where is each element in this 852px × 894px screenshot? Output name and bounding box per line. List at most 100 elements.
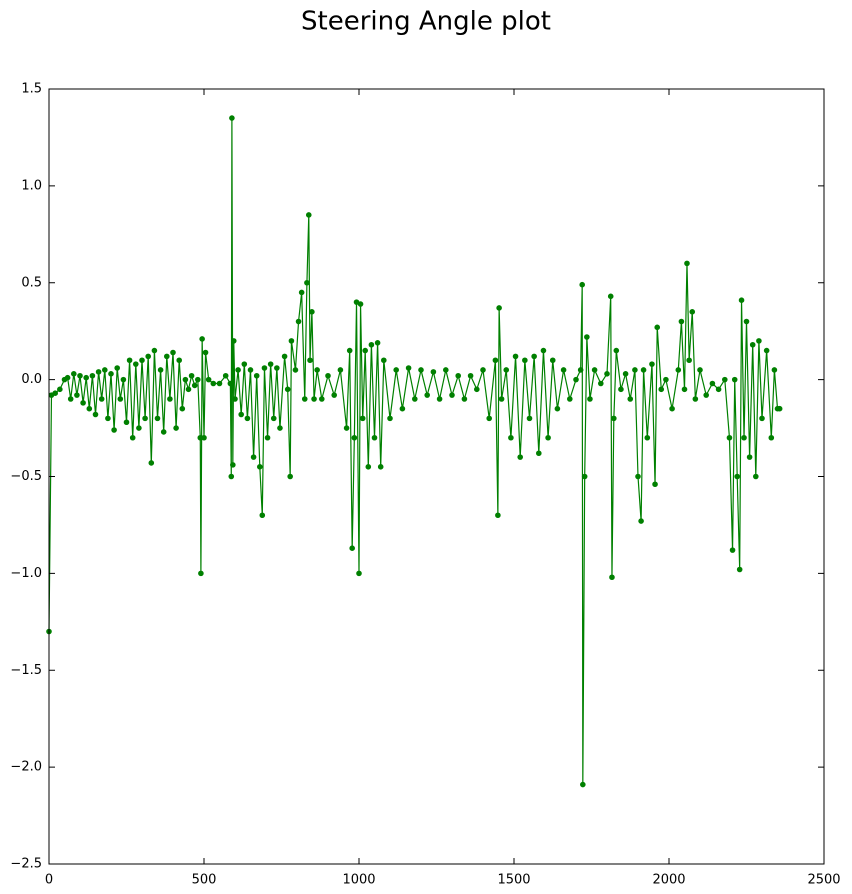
data-point	[102, 367, 108, 373]
data-point	[536, 450, 542, 457]
data-point	[703, 392, 710, 398]
data-point	[776, 405, 783, 412]
data-point	[74, 392, 80, 398]
data-point	[387, 415, 393, 422]
data-point	[531, 353, 537, 360]
data-point	[579, 281, 586, 288]
x-tick-label: 0	[45, 873, 53, 888]
data-point	[681, 386, 688, 393]
data-point	[638, 518, 644, 524]
data-point	[540, 347, 547, 354]
data-point	[580, 781, 586, 788]
data-point	[692, 396, 699, 402]
data-point	[222, 372, 229, 379]
data-point	[232, 396, 238, 402]
data-point	[111, 427, 117, 433]
data-point	[622, 371, 629, 377]
data-point	[418, 367, 424, 373]
data-point	[581, 473, 588, 480]
data-point	[374, 340, 381, 346]
data-point	[627, 396, 634, 402]
data-point	[663, 376, 669, 383]
data-point	[371, 434, 378, 441]
data-point	[753, 473, 759, 480]
x-tick-label: 2000	[652, 873, 685, 888]
data-point	[284, 386, 291, 393]
data-point	[343, 425, 350, 431]
data-point	[228, 473, 235, 480]
data-point	[247, 367, 254, 373]
data-point	[67, 396, 74, 402]
data-point	[449, 392, 455, 398]
y-tick-label: −1.5	[10, 663, 42, 678]
data-point	[292, 367, 299, 373]
y-tick-label: −2.5	[10, 857, 42, 872]
data-point	[157, 367, 164, 373]
data-point	[160, 429, 167, 435]
data-point	[176, 357, 182, 364]
data-point	[288, 338, 295, 344]
x-tick-label: 1000	[342, 873, 375, 888]
data-point	[554, 405, 561, 412]
data-point	[244, 415, 251, 422]
data-point	[359, 415, 366, 422]
data-point	[492, 357, 499, 364]
data-point	[148, 460, 155, 466]
data-point	[298, 289, 305, 296]
data-point	[377, 464, 384, 470]
data-point	[738, 297, 745, 303]
data-point	[191, 382, 198, 389]
data-point	[756, 338, 762, 344]
data-point	[741, 434, 747, 441]
data-point	[678, 318, 685, 325]
data-point	[267, 361, 274, 367]
data-point	[726, 434, 733, 441]
data-point	[182, 376, 189, 383]
data-point	[508, 434, 514, 441]
data-point	[357, 301, 364, 307]
data-point	[496, 305, 502, 311]
data-point	[658, 386, 665, 393]
data-point	[669, 405, 675, 412]
data-point	[584, 334, 590, 340]
data-point	[567, 396, 573, 402]
data-point	[89, 372, 96, 379]
data-point	[179, 405, 186, 412]
data-point	[393, 367, 400, 373]
data-point	[430, 369, 437, 375]
data-point	[126, 357, 133, 364]
data-point	[351, 434, 358, 441]
data-point	[362, 347, 369, 354]
data-point	[250, 454, 257, 460]
data-point	[123, 419, 130, 426]
data-point	[139, 357, 145, 364]
data-point	[495, 512, 501, 519]
data-point	[257, 464, 263, 470]
data-point	[734, 473, 741, 480]
data-point	[57, 386, 63, 393]
data-point	[216, 380, 223, 387]
data-point	[173, 425, 179, 431]
data-point	[261, 365, 268, 371]
data-point	[201, 434, 207, 441]
data-point	[697, 367, 703, 373]
data-point	[443, 367, 449, 373]
data-point	[198, 570, 204, 577]
y-tick-label: 0.5	[21, 275, 42, 290]
data-point	[142, 415, 148, 422]
data-point	[95, 369, 102, 375]
data-line	[48, 118, 780, 785]
y-tick-label: 0.0	[21, 372, 42, 387]
data-point	[604, 371, 610, 377]
data-point	[722, 376, 728, 383]
data-point	[549, 357, 556, 364]
data-point	[145, 353, 151, 360]
data-point	[609, 574, 615, 581]
data-point	[503, 367, 510, 373]
data-point	[577, 367, 584, 373]
data-point	[64, 374, 71, 381]
data-point	[771, 367, 778, 373]
data-point	[412, 396, 418, 402]
data-point	[259, 512, 266, 519]
data-point	[167, 396, 173, 402]
